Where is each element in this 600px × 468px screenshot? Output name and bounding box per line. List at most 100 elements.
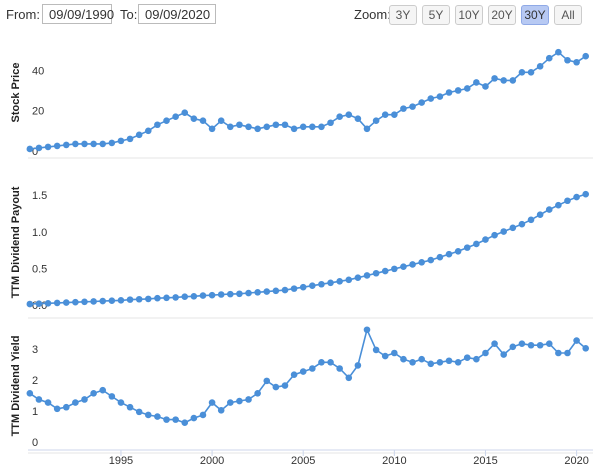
y-tick-label: 0 (32, 437, 38, 449)
data-point (163, 117, 170, 125)
data-point (318, 358, 325, 366)
data-point (372, 117, 380, 125)
data-point (126, 135, 134, 143)
data-point (418, 355, 425, 363)
data-point (336, 365, 343, 372)
data-point (418, 99, 425, 106)
data-point (81, 298, 88, 306)
data-point (44, 299, 52, 307)
data-point (172, 113, 179, 120)
from-input[interactable]: 09/09/1990 (42, 4, 114, 24)
x-tick-label: 2005 (291, 455, 315, 467)
y-axis-label: Stock Price (10, 63, 22, 123)
zoom-button[interactable]: 3Y (389, 5, 417, 25)
data-point (491, 231, 498, 239)
data-point (309, 365, 316, 372)
data-point (482, 349, 489, 357)
data-point (363, 272, 371, 279)
data-point (518, 220, 526, 228)
data-point (254, 125, 261, 133)
data-point (272, 383, 280, 391)
y-tick-label: 0 (32, 146, 38, 158)
zoom-button[interactable]: 20Y (488, 5, 516, 25)
zoom-button[interactable]: 30Y (521, 5, 549, 25)
data-point (327, 358, 334, 366)
data-point (564, 349, 571, 357)
data-point (154, 413, 161, 420)
data-point (445, 357, 453, 365)
y-tick-label: 1.0 (32, 227, 47, 239)
data-point (62, 299, 70, 306)
data-point (272, 287, 280, 295)
data-point (290, 285, 298, 292)
x-tick-label: 2000 (200, 455, 224, 467)
data-point (26, 300, 34, 308)
data-point (126, 296, 134, 303)
data-point (299, 368, 307, 375)
data-point (473, 79, 480, 86)
data-point (573, 337, 580, 344)
data-point (409, 358, 416, 366)
data-point (108, 393, 116, 400)
data-point (391, 265, 398, 273)
data-point (236, 397, 243, 405)
data-point (172, 294, 179, 301)
series-line (29, 327, 587, 424)
data-point (500, 351, 507, 358)
data-point (154, 294, 161, 302)
data-point (90, 389, 97, 397)
data-point (199, 292, 207, 299)
data-point (582, 52, 590, 60)
data-point (117, 399, 125, 406)
data-point (509, 343, 517, 351)
x-tick-label: 2020 (564, 455, 588, 467)
zoom-button[interactable]: All (554, 5, 582, 25)
data-point (254, 389, 261, 397)
data-point (90, 298, 97, 305)
data-point (527, 69, 535, 76)
data-point (427, 95, 435, 102)
x-tick-label: 2015 (473, 455, 497, 467)
data-point (199, 411, 207, 419)
data-point (254, 288, 261, 296)
data-point (436, 93, 444, 100)
to-input[interactable]: 09/09/2020 (138, 4, 216, 24)
data-point (473, 240, 480, 248)
data-point (172, 416, 179, 423)
data-point (53, 299, 61, 307)
data-point (309, 282, 316, 290)
data-point (500, 77, 507, 84)
data-point (309, 123, 316, 131)
data-point (318, 123, 325, 131)
series-line (29, 193, 586, 305)
x-tick-label: 2010 (382, 455, 406, 467)
data-point (473, 355, 480, 363)
data-point (555, 48, 562, 56)
data-point (81, 396, 88, 403)
data-point (245, 289, 252, 297)
data-point (555, 349, 562, 357)
data-point (72, 298, 79, 306)
data-point (536, 341, 544, 349)
data-point (463, 85, 471, 92)
data-point (372, 346, 380, 354)
data-point (62, 141, 70, 149)
data-point (117, 297, 125, 304)
data-point (81, 140, 88, 148)
data-point (208, 291, 216, 299)
data-point (500, 228, 507, 235)
data-point (199, 117, 207, 125)
data-point (181, 419, 189, 427)
zoom-button[interactable]: 5Y (422, 5, 450, 25)
data-point (482, 83, 489, 90)
data-point (99, 297, 107, 305)
zoom-button[interactable]: 10Y (455, 5, 483, 25)
data-point (281, 121, 289, 129)
data-point (263, 377, 271, 385)
data-point (354, 115, 362, 123)
data-point (53, 405, 61, 413)
data-point (72, 399, 79, 406)
data-point (99, 140, 107, 148)
data-point (427, 360, 435, 368)
data-point (573, 58, 580, 66)
